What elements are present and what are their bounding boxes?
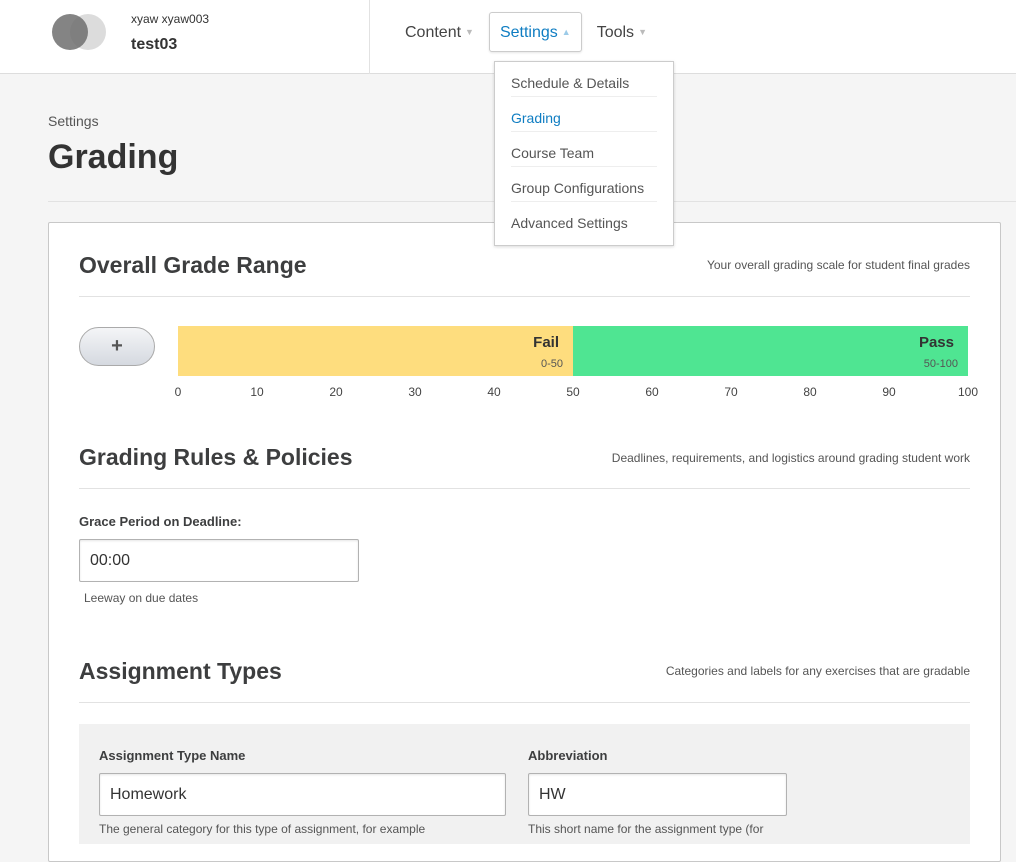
- nav-content[interactable]: Content ▼: [394, 12, 485, 52]
- abbreviation-help: This short name for the assignment type …: [528, 822, 764, 836]
- assignment-name-help: The general category for this type of as…: [99, 822, 426, 836]
- scale-tick: 80: [803, 385, 817, 399]
- grade-range: 0-50: [540, 358, 563, 370]
- assignment-name-input[interactable]: Homework: [99, 773, 506, 816]
- menu-item-group-configurations[interactable]: Group Configurations: [511, 167, 657, 202]
- nav-settings[interactable]: Settings ▲: [488, 12, 582, 52]
- settings-dropdown: Schedule & Details Grading Course Team G…: [494, 61, 674, 246]
- add-grade-button[interactable]: +: [79, 327, 155, 366]
- caret-down-icon: ▼: [638, 27, 647, 37]
- caret-up-icon: ▲: [561, 27, 571, 37]
- grade-name: Pass: [918, 334, 954, 351]
- nav-tools[interactable]: Tools ▼: [586, 12, 658, 52]
- menu-item-schedule[interactable]: Schedule & Details: [511, 62, 657, 97]
- abbreviation-label: Abbreviation: [528, 748, 608, 763]
- page-title: Grading: [48, 138, 179, 176]
- grace-period-label: Grace Period on Deadline:: [79, 514, 242, 529]
- nav-label: Content: [405, 24, 462, 41]
- scale-tick: 60: [645, 385, 659, 399]
- grace-period-help: Leeway on due dates: [84, 591, 199, 605]
- divider: [79, 296, 970, 297]
- nav-label: Tools: [596, 24, 635, 41]
- section-description: Deadlines, requirements, and logistics a…: [611, 451, 970, 465]
- grace-period-input[interactable]: 00:00: [79, 539, 359, 582]
- nav-label: Settings: [499, 24, 558, 41]
- scale-tick: 40: [487, 385, 501, 399]
- course-name[interactable]: test03: [131, 36, 178, 53]
- abbreviation-input[interactable]: HW: [528, 773, 787, 816]
- grade-range: 50-100: [923, 358, 958, 370]
- scale-tick: 50: [566, 385, 580, 399]
- assignment-name-label: Assignment Type Name: [99, 748, 246, 763]
- grade-segment-fail[interactable]: Fail 0-50: [178, 326, 573, 376]
- grade-name: Fail: [533, 334, 559, 351]
- scale-tick: 30: [408, 385, 422, 399]
- caret-down-icon: ▼: [465, 27, 474, 37]
- menu-item-grading[interactable]: Grading: [511, 97, 657, 132]
- scale-tick: 70: [724, 385, 738, 399]
- scale-tick: 10: [250, 385, 264, 399]
- scale-tick: 90: [882, 385, 896, 399]
- scale-tick: 20: [329, 385, 343, 399]
- menu-item-course-team[interactable]: Course Team: [511, 132, 657, 167]
- section-title-assignment-types: Assignment Types: [79, 658, 282, 684]
- section-title-grading-rules: Grading Rules & Policies: [79, 444, 353, 470]
- org-name: xyaw xyaw003: [131, 12, 210, 26]
- grade-segment-pass[interactable]: Pass 50-100: [573, 326, 968, 376]
- divider: [369, 0, 370, 74]
- section-description: Your overall grading scale for student f…: [706, 258, 970, 272]
- section-title-grade-range: Overall Grade Range: [79, 252, 307, 278]
- main-nav: Content ▼ Settings ▲ Tools ▼: [394, 12, 658, 52]
- divider: [79, 488, 970, 489]
- menu-item-advanced-settings[interactable]: Advanced Settings: [511, 215, 628, 231]
- breadcrumb: Settings: [48, 113, 99, 129]
- section-description: Categories and labels for any exercises …: [665, 664, 970, 678]
- scale-tick: 100: [957, 385, 979, 399]
- divider: [79, 702, 970, 703]
- scale-tick: 0: [174, 385, 182, 399]
- logo[interactable]: [52, 14, 106, 50]
